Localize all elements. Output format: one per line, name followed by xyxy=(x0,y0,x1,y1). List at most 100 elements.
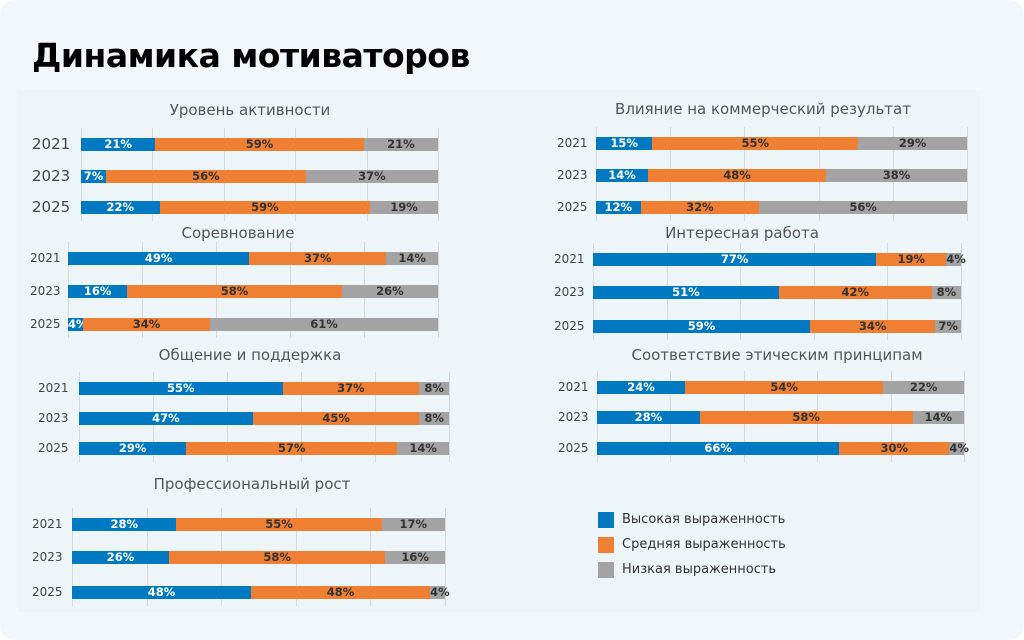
chart-title: Уровень активности xyxy=(169,101,331,119)
category-label: 2025 xyxy=(30,317,61,331)
bar-segment-low: 8% xyxy=(419,382,449,395)
data-label: 22% xyxy=(106,200,135,214)
data-label: 21% xyxy=(387,137,415,151)
bar-segment-medium: 45% xyxy=(252,411,420,425)
data-label: 12% xyxy=(604,200,633,214)
bar-segment-high: 26% xyxy=(72,551,169,564)
data-label: 59% xyxy=(245,137,274,151)
data-label: 14% xyxy=(398,251,426,265)
data-label: 48% xyxy=(326,585,355,599)
data-label: 19% xyxy=(390,200,418,214)
bar-segment-low: 14% xyxy=(397,442,449,455)
gridline xyxy=(961,243,962,340)
bar-segment-high: 24% xyxy=(597,381,686,394)
bar-segment-low: 21% xyxy=(363,137,438,151)
legend-swatch xyxy=(598,512,614,528)
bar-segment-high: 66% xyxy=(597,441,840,455)
data-label: 59% xyxy=(687,319,716,333)
data-label: 34% xyxy=(132,317,161,331)
bar-segment-high: 15% xyxy=(596,137,653,150)
bar-segment-high: 59% xyxy=(593,319,811,333)
bar-segment-medium: 32% xyxy=(640,201,760,214)
data-label: 66% xyxy=(704,441,732,455)
bar-segment-medium: 57% xyxy=(186,442,398,455)
gridline xyxy=(964,371,965,462)
data-label: 48% xyxy=(147,585,176,599)
data-label: 14% xyxy=(409,441,437,455)
bar-segment-high: 4% xyxy=(68,318,88,331)
category-label: 2025 xyxy=(38,441,69,455)
data-label: 8% xyxy=(424,411,444,425)
bar-segment-medium: 42% xyxy=(778,285,932,299)
bar-segment-high: 16% xyxy=(68,285,128,298)
bar-segment-high: 22% xyxy=(81,201,160,214)
data-label: 21% xyxy=(104,137,132,151)
bar-segment-medium: 58% xyxy=(699,410,913,424)
data-label: 48% xyxy=(723,168,751,182)
bar-segment-low: 14% xyxy=(386,252,438,265)
bar-segment-medium: 55% xyxy=(652,137,859,150)
chart-title: Общение и поддержка xyxy=(158,346,342,364)
category-label: 2023 xyxy=(32,550,63,564)
bar-segment-medium: 56% xyxy=(105,170,306,183)
bar-segment-low: 4% xyxy=(946,253,966,266)
bar-segment-low: 8% xyxy=(931,285,961,299)
bar-segment-high: 48% xyxy=(72,585,252,599)
bar-segment-low: 4% xyxy=(430,586,450,599)
data-label: 34% xyxy=(858,319,887,333)
bar-segment-medium: 54% xyxy=(685,380,884,394)
category-label: 2025 xyxy=(554,319,585,333)
bar-segment-medium: 59% xyxy=(155,138,364,151)
bar-segment-medium: 19% xyxy=(876,253,947,266)
bar-segment-high: 14% xyxy=(596,169,648,182)
data-label: 4% xyxy=(68,317,88,331)
bar-segment-high: 55% xyxy=(79,382,283,395)
data-label: 38% xyxy=(882,168,911,182)
data-label: 4% xyxy=(946,252,966,266)
bar-segment-high: 28% xyxy=(72,517,177,531)
data-label: 17% xyxy=(399,517,428,531)
data-label: 8% xyxy=(936,285,957,299)
data-label: 14% xyxy=(608,168,636,182)
data-label: 29% xyxy=(898,136,927,150)
data-label: 58% xyxy=(263,550,291,564)
legend-label: Высокая выраженность xyxy=(622,512,786,527)
bar-segment-low: 26% xyxy=(341,285,438,298)
category-label: 2025 xyxy=(557,200,588,214)
category-label: 2025 xyxy=(558,441,589,455)
bar-segment-high: 12% xyxy=(596,201,641,214)
bar-segment-low: 8% xyxy=(419,412,449,425)
data-label: 37% xyxy=(358,169,386,183)
gridline xyxy=(967,127,968,221)
bar-segment-medium: 48% xyxy=(251,585,431,599)
data-label: 45% xyxy=(322,411,350,425)
data-label: 7% xyxy=(938,319,958,333)
bar-segment-medium: 59% xyxy=(159,201,371,214)
data-label: 37% xyxy=(303,251,332,265)
category-label: 2021 xyxy=(557,136,588,150)
data-label: 55% xyxy=(265,517,293,531)
data-label: 8% xyxy=(424,381,444,395)
category-label: 2023 xyxy=(554,285,585,299)
bar-segment-high: 51% xyxy=(593,286,779,299)
bar-segment-low: 38% xyxy=(826,169,967,182)
gridline xyxy=(449,372,450,462)
data-label: 56% xyxy=(849,200,877,214)
legend-label: Средняя выраженность xyxy=(622,537,786,552)
data-label: 28% xyxy=(110,517,138,531)
data-label: 30% xyxy=(880,441,909,455)
category-label: 2021 xyxy=(32,135,71,153)
legend-swatch xyxy=(598,562,614,578)
data-label: 42% xyxy=(841,285,870,299)
category-label: 2021 xyxy=(38,381,69,395)
category-label: 2021 xyxy=(558,380,589,394)
category-label: 2023 xyxy=(38,411,69,425)
data-label: 29% xyxy=(118,441,147,455)
data-label: 54% xyxy=(770,380,798,394)
bar-segment-low: 4% xyxy=(949,442,969,455)
bar-segment-low: 14% xyxy=(912,411,964,424)
data-label: 58% xyxy=(792,410,820,424)
data-label: 22% xyxy=(909,380,938,394)
category-label: 2023 xyxy=(557,168,588,182)
bar-segment-high: 7% xyxy=(81,170,106,183)
